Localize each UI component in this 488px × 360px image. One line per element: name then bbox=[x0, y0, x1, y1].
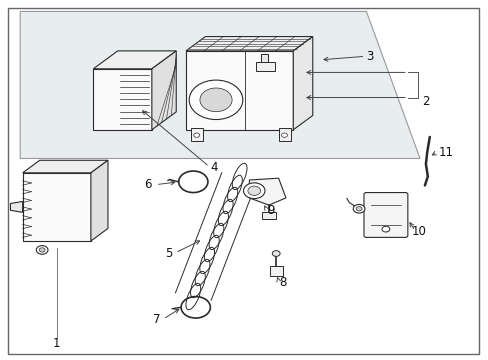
Circle shape bbox=[281, 133, 287, 137]
Circle shape bbox=[200, 88, 232, 112]
Circle shape bbox=[272, 251, 280, 256]
Text: 9: 9 bbox=[267, 204, 274, 217]
Circle shape bbox=[355, 207, 361, 211]
Text: 5: 5 bbox=[164, 247, 172, 260]
Text: 6: 6 bbox=[144, 178, 152, 191]
Text: 3: 3 bbox=[366, 50, 373, 63]
Polygon shape bbox=[185, 37, 312, 51]
Circle shape bbox=[352, 204, 364, 213]
FancyBboxPatch shape bbox=[8, 8, 478, 354]
Circle shape bbox=[381, 226, 389, 232]
Circle shape bbox=[193, 133, 199, 137]
Polygon shape bbox=[20, 12, 419, 158]
Text: 7: 7 bbox=[152, 313, 160, 327]
FancyBboxPatch shape bbox=[255, 62, 275, 71]
FancyBboxPatch shape bbox=[260, 54, 267, 62]
Text: 10: 10 bbox=[411, 225, 426, 238]
Text: 11: 11 bbox=[438, 146, 453, 159]
FancyBboxPatch shape bbox=[261, 212, 276, 220]
Circle shape bbox=[189, 80, 243, 120]
Text: 4: 4 bbox=[210, 161, 218, 174]
Circle shape bbox=[247, 186, 260, 195]
FancyBboxPatch shape bbox=[190, 128, 203, 140]
Polygon shape bbox=[93, 69, 152, 130]
Text: 1: 1 bbox=[53, 337, 61, 350]
Polygon shape bbox=[249, 178, 285, 205]
Polygon shape bbox=[91, 160, 108, 241]
Circle shape bbox=[36, 246, 48, 254]
Circle shape bbox=[39, 248, 45, 252]
Text: 8: 8 bbox=[279, 276, 286, 289]
Circle shape bbox=[243, 183, 264, 199]
FancyBboxPatch shape bbox=[278, 128, 290, 140]
Polygon shape bbox=[22, 173, 91, 241]
Polygon shape bbox=[22, 160, 108, 173]
Polygon shape bbox=[10, 202, 22, 212]
FancyBboxPatch shape bbox=[363, 193, 407, 237]
Polygon shape bbox=[293, 37, 312, 130]
FancyBboxPatch shape bbox=[270, 266, 282, 276]
Polygon shape bbox=[93, 51, 176, 69]
Polygon shape bbox=[185, 51, 293, 130]
Text: 2: 2 bbox=[422, 95, 429, 108]
Polygon shape bbox=[152, 51, 176, 130]
